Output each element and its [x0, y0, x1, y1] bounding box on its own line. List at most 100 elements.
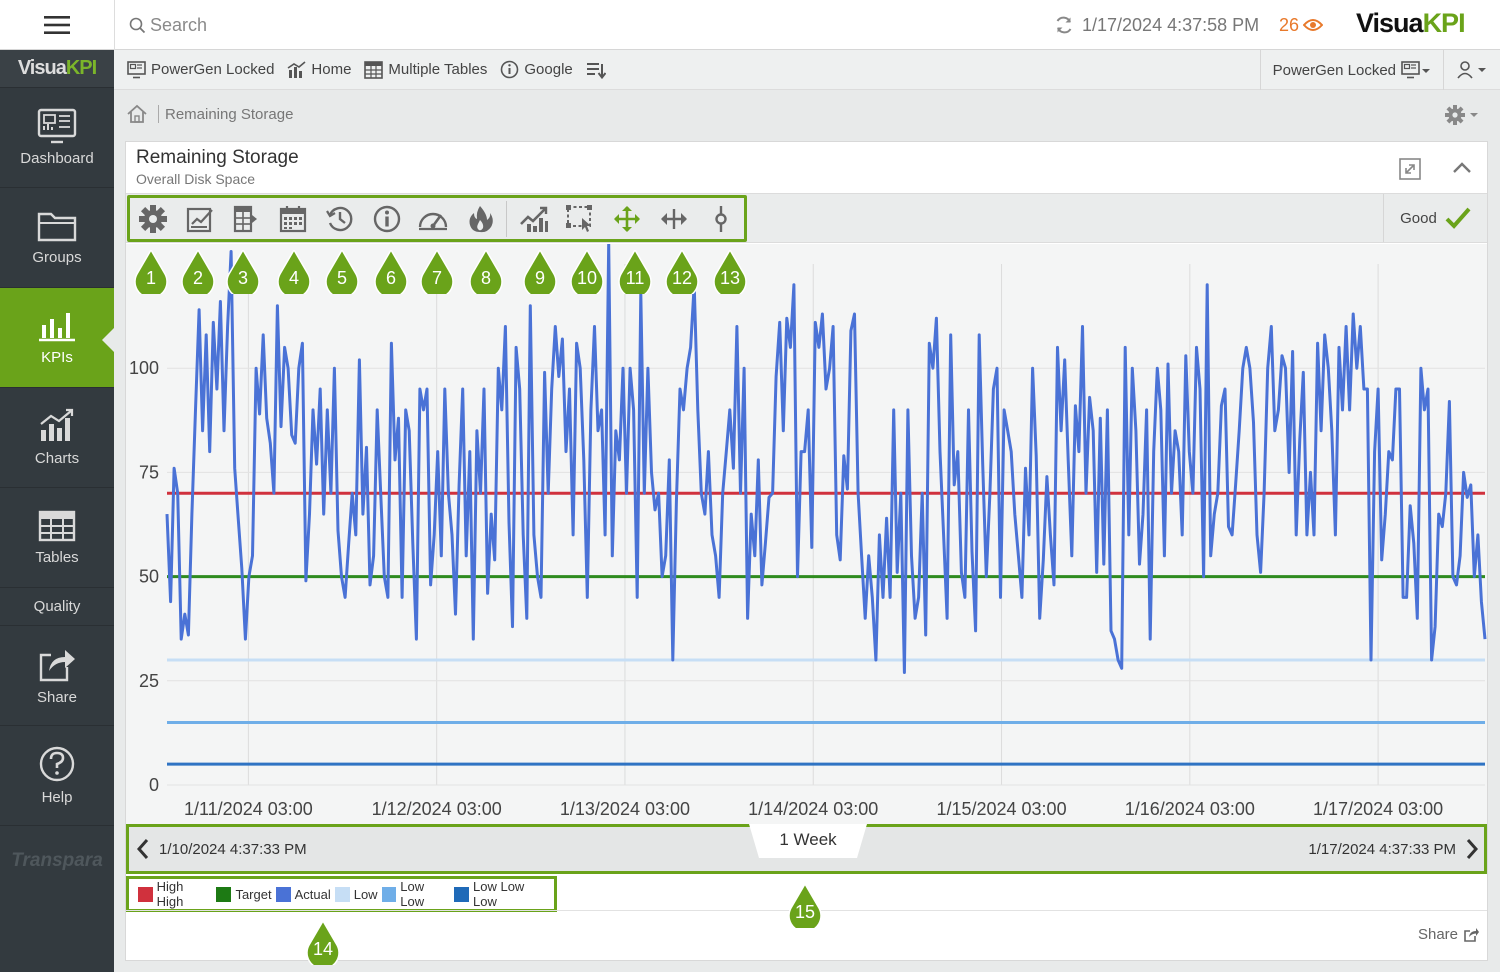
x-tick-label: 1/11/2024 03:00 [184, 799, 313, 819]
refresh-icon[interactable] [1054, 15, 1074, 35]
info-icon [373, 205, 400, 232]
callout-number: 8 [480, 268, 491, 288]
legend-item-target[interactable]: Target [216, 886, 272, 902]
nav-item-help[interactable]: Help [0, 726, 114, 826]
brand-logo: VisuaKPI [1356, 8, 1466, 39]
callout-badge: 11 [618, 250, 652, 294]
legend-item-high-high[interactable]: High High [138, 879, 212, 909]
table-icon [364, 60, 384, 79]
alert-counter[interactable]: 26 [1279, 0, 1324, 50]
nav-item-groups[interactable]: Groups [0, 188, 114, 288]
folder-icon [37, 212, 77, 242]
callout-number: 4 [288, 268, 299, 288]
dashboard-icon [1401, 61, 1430, 79]
y-tick-label: 0 [149, 775, 159, 795]
export-icon [233, 205, 257, 232]
time-range-navigator: 1/10/2024 4:37:33 PM 1 Week 1/17/2024 4:… [126, 824, 1487, 874]
edit-chart-icon [186, 207, 213, 232]
chevron-up-icon [1453, 162, 1471, 173]
link-label: Google [524, 61, 573, 78]
menu-icon[interactable] [0, 0, 114, 50]
range-start: 1/10/2024 4:37:33 PM [159, 841, 307, 858]
export-button[interactable] [223, 199, 270, 239]
range-selector[interactable]: 1 Week [749, 824, 867, 858]
chart-legend: High High Target Actual Low Low Low Low … [126, 876, 557, 912]
gauge-icon [419, 212, 448, 230]
link-google[interactable]: Google [500, 60, 573, 79]
link-multiple-tables[interactable]: Multiple Tables [364, 60, 487, 79]
settings-icon [139, 204, 168, 233]
hot-spots-button[interactable] [457, 199, 504, 239]
dashboard-select[interactable]: PowerGen Locked [1259, 50, 1443, 90]
settings-button[interactable] [130, 199, 177, 239]
user-icon [1457, 61, 1486, 79]
chevron-right-icon [1466, 839, 1479, 859]
gauge-button[interactable] [410, 199, 457, 239]
select-zoom-button[interactable] [557, 199, 604, 239]
x-tick-label: 1/13/2024 03:00 [560, 799, 690, 819]
toolbar-divider [505, 200, 507, 237]
page-settings-button[interactable] [1444, 103, 1480, 132]
history-button[interactable] [317, 199, 364, 239]
previous-range-button[interactable] [135, 837, 151, 865]
user-menu[interactable] [1443, 50, 1500, 90]
legend-item-low[interactable]: Low [334, 886, 378, 902]
callout-badge: 13 [713, 250, 747, 294]
cursor-button[interactable] [697, 199, 744, 239]
share-link[interactable]: Share [1418, 926, 1479, 943]
last-updated-time: 1/17/2024 4:37:58 PM [1082, 14, 1260, 35]
edit-chart-button[interactable] [177, 199, 224, 239]
nav-item-quality[interactable]: Quality [0, 588, 114, 626]
legend-item-low-low-low[interactable]: Low Low Low [454, 879, 550, 909]
nav-item-charts[interactable]: Charts [0, 388, 114, 488]
cursor-icon [714, 205, 727, 232]
table-icon [38, 510, 76, 542]
collapse-button[interactable] [1451, 159, 1473, 182]
breadcrumb: Remaining Storage [126, 102, 293, 126]
link-powergen-locked[interactable]: PowerGen Locked [127, 60, 274, 79]
search-box[interactable] [114, 0, 754, 50]
panel-title: Remaining Storage [136, 147, 299, 168]
nav-item-share[interactable]: Share [0, 626, 114, 726]
nav-item-dashboard[interactable]: Dashboard [0, 88, 114, 188]
expand-button[interactable] [1399, 158, 1421, 185]
chart-area[interactable]: 0 25 50 75 100 1/11/2024 03:00 1/12/2024 03:00… [126, 244, 1487, 824]
nav-item-kpis[interactable]: KPIs [0, 288, 114, 388]
next-range-button[interactable] [1464, 837, 1480, 865]
link-home[interactable]: Home [287, 60, 351, 79]
calendar-button[interactable] [270, 199, 317, 239]
callout-number: 14 [312, 939, 334, 959]
info-button[interactable] [363, 199, 410, 239]
y-tick-label: 25 [139, 671, 159, 691]
left-nav: Visua KPI Dashboard Groups KPIs Charts Ta… [0, 50, 114, 972]
callout-badge: 6 [374, 250, 408, 294]
charts-icon [40, 408, 74, 441]
callout-number: 2 [192, 268, 203, 288]
legend-item-low-low[interactable]: Low Low [381, 879, 451, 909]
top-bar: 1/17/2024 4:37:58 PM 26 VisuaKPI [0, 0, 1500, 50]
panel-subtitle: Overall Disk Space [136, 171, 256, 187]
kpi-status: Good [1383, 194, 1487, 242]
pan-button[interactable] [604, 199, 651, 239]
sort-links-button[interactable] [586, 61, 611, 79]
legend-label: High High [156, 879, 184, 909]
x-tick-label: 1/16/2024 03:00 [1125, 799, 1255, 819]
x-tick-label: 1/12/2024 03:00 [372, 799, 502, 819]
callout-badge: 1 [134, 250, 168, 294]
nav-logo[interactable]: Visua KPI [0, 50, 114, 88]
select-zoom-icon [565, 204, 592, 232]
callout-number: 12 [671, 268, 693, 288]
home-icon[interactable] [126, 104, 148, 124]
clock: 1/17/2024 4:37:58 PM [1054, 0, 1259, 50]
search-input[interactable] [150, 14, 710, 36]
trend-button[interactable] [510, 199, 557, 239]
legend-label: Target [235, 886, 272, 902]
toolbar-buttons-highlight [127, 195, 747, 242]
callout-badge: 2 [181, 250, 215, 294]
legend-item-actual[interactable]: Actual [275, 886, 331, 902]
callout-badge: 7 [420, 250, 454, 294]
nav-item-tables[interactable]: Tables [0, 488, 114, 588]
horizontal-scroll-button[interactable] [651, 199, 698, 239]
share-label: Share [1417, 926, 1458, 943]
